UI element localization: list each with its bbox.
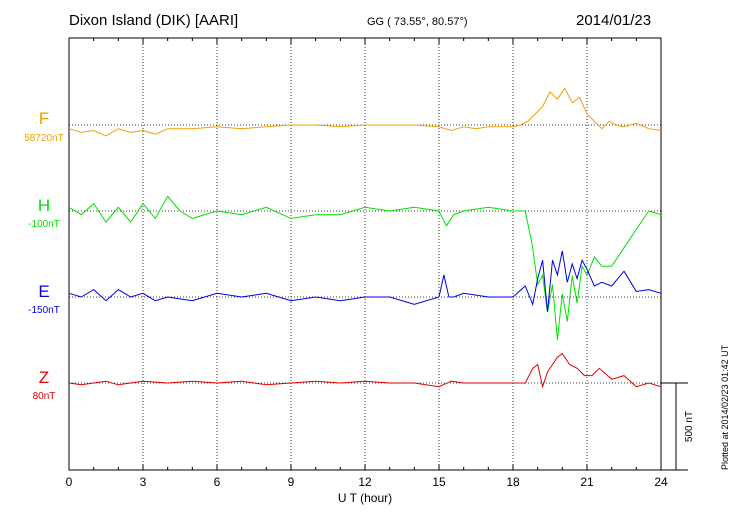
x-tick-label: 9 (288, 475, 295, 489)
series-line-e (68, 250, 662, 312)
x-tick-label: 18 (506, 475, 520, 489)
series-baseline-value-h: -100nT (28, 219, 60, 230)
series-label-e: E (38, 282, 49, 301)
series-label-f: F (39, 109, 49, 128)
x-axis-label: U T (hour) (338, 491, 392, 505)
series-label-z: Z (39, 368, 49, 387)
x-tick-label: 6 (214, 475, 221, 489)
series-label-h: H (38, 196, 50, 215)
x-tick-label: 12 (358, 475, 372, 489)
series-baseline-value-e: -150nT (28, 305, 60, 316)
date-label: 2014/01/23 (576, 12, 652, 29)
scale-bar-label: 500 nT (684, 411, 695, 442)
series-baseline-value-z: 80nT (33, 391, 56, 402)
plotted-timestamp: Plotted at 2014/02/23 01:42 UT (720, 344, 730, 470)
x-tick-label: 24 (654, 475, 668, 489)
x-tick-label: 0 (66, 475, 73, 489)
series-baseline-value-f: 58720nT (24, 133, 63, 144)
x-tick-label: 3 (140, 475, 147, 489)
station-title: Dixon Island (DIK) [AARI] (69, 12, 239, 29)
geographic-coordinates: GG ( 73.55°, 80.57°) (367, 16, 468, 28)
series-line-h (68, 195, 662, 340)
series-line-z (68, 352, 662, 389)
series-line-f (68, 87, 662, 137)
x-tick-label: 15 (432, 475, 446, 489)
x-tick-label: 21 (580, 475, 594, 489)
